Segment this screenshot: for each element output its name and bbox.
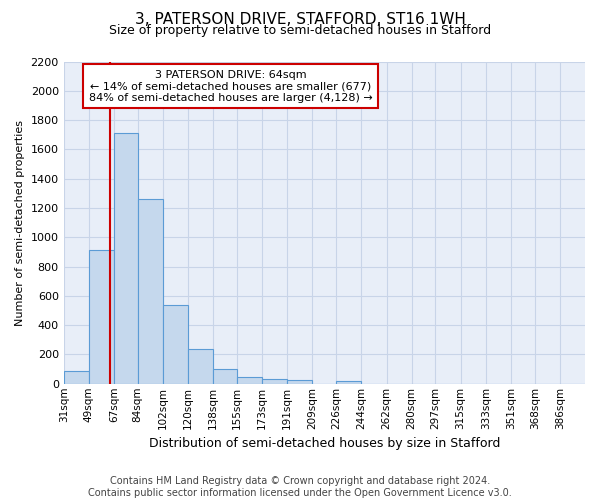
Text: Size of property relative to semi-detached houses in Stafford: Size of property relative to semi-detach…: [109, 24, 491, 37]
Bar: [114, 134, 138, 384]
Text: 3, PATERSON DRIVE, STAFFORD, ST16 1WH: 3, PATERSON DRIVE, STAFFORD, ST16 1WH: [134, 12, 466, 28]
Bar: [262, 378, 287, 384]
Text: Contains HM Land Registry data © Crown copyright and database right 2024.
Contai: Contains HM Land Registry data © Crown c…: [88, 476, 512, 498]
Text: 3 PATERSON DRIVE: 64sqm
← 14% of semi-detached houses are smaller (677)
84% of s: 3 PATERSON DRIVE: 64sqm ← 14% of semi-de…: [89, 70, 373, 103]
Bar: [89, 250, 114, 384]
Bar: [188, 350, 213, 384]
Bar: [138, 199, 163, 384]
Bar: [163, 304, 188, 384]
Bar: [336, 381, 361, 384]
Bar: [237, 377, 262, 384]
Y-axis label: Number of semi-detached properties: Number of semi-detached properties: [15, 120, 25, 326]
Bar: [64, 370, 89, 384]
X-axis label: Distribution of semi-detached houses by size in Stafford: Distribution of semi-detached houses by …: [149, 437, 500, 450]
Bar: [213, 369, 237, 384]
Bar: [287, 380, 313, 384]
